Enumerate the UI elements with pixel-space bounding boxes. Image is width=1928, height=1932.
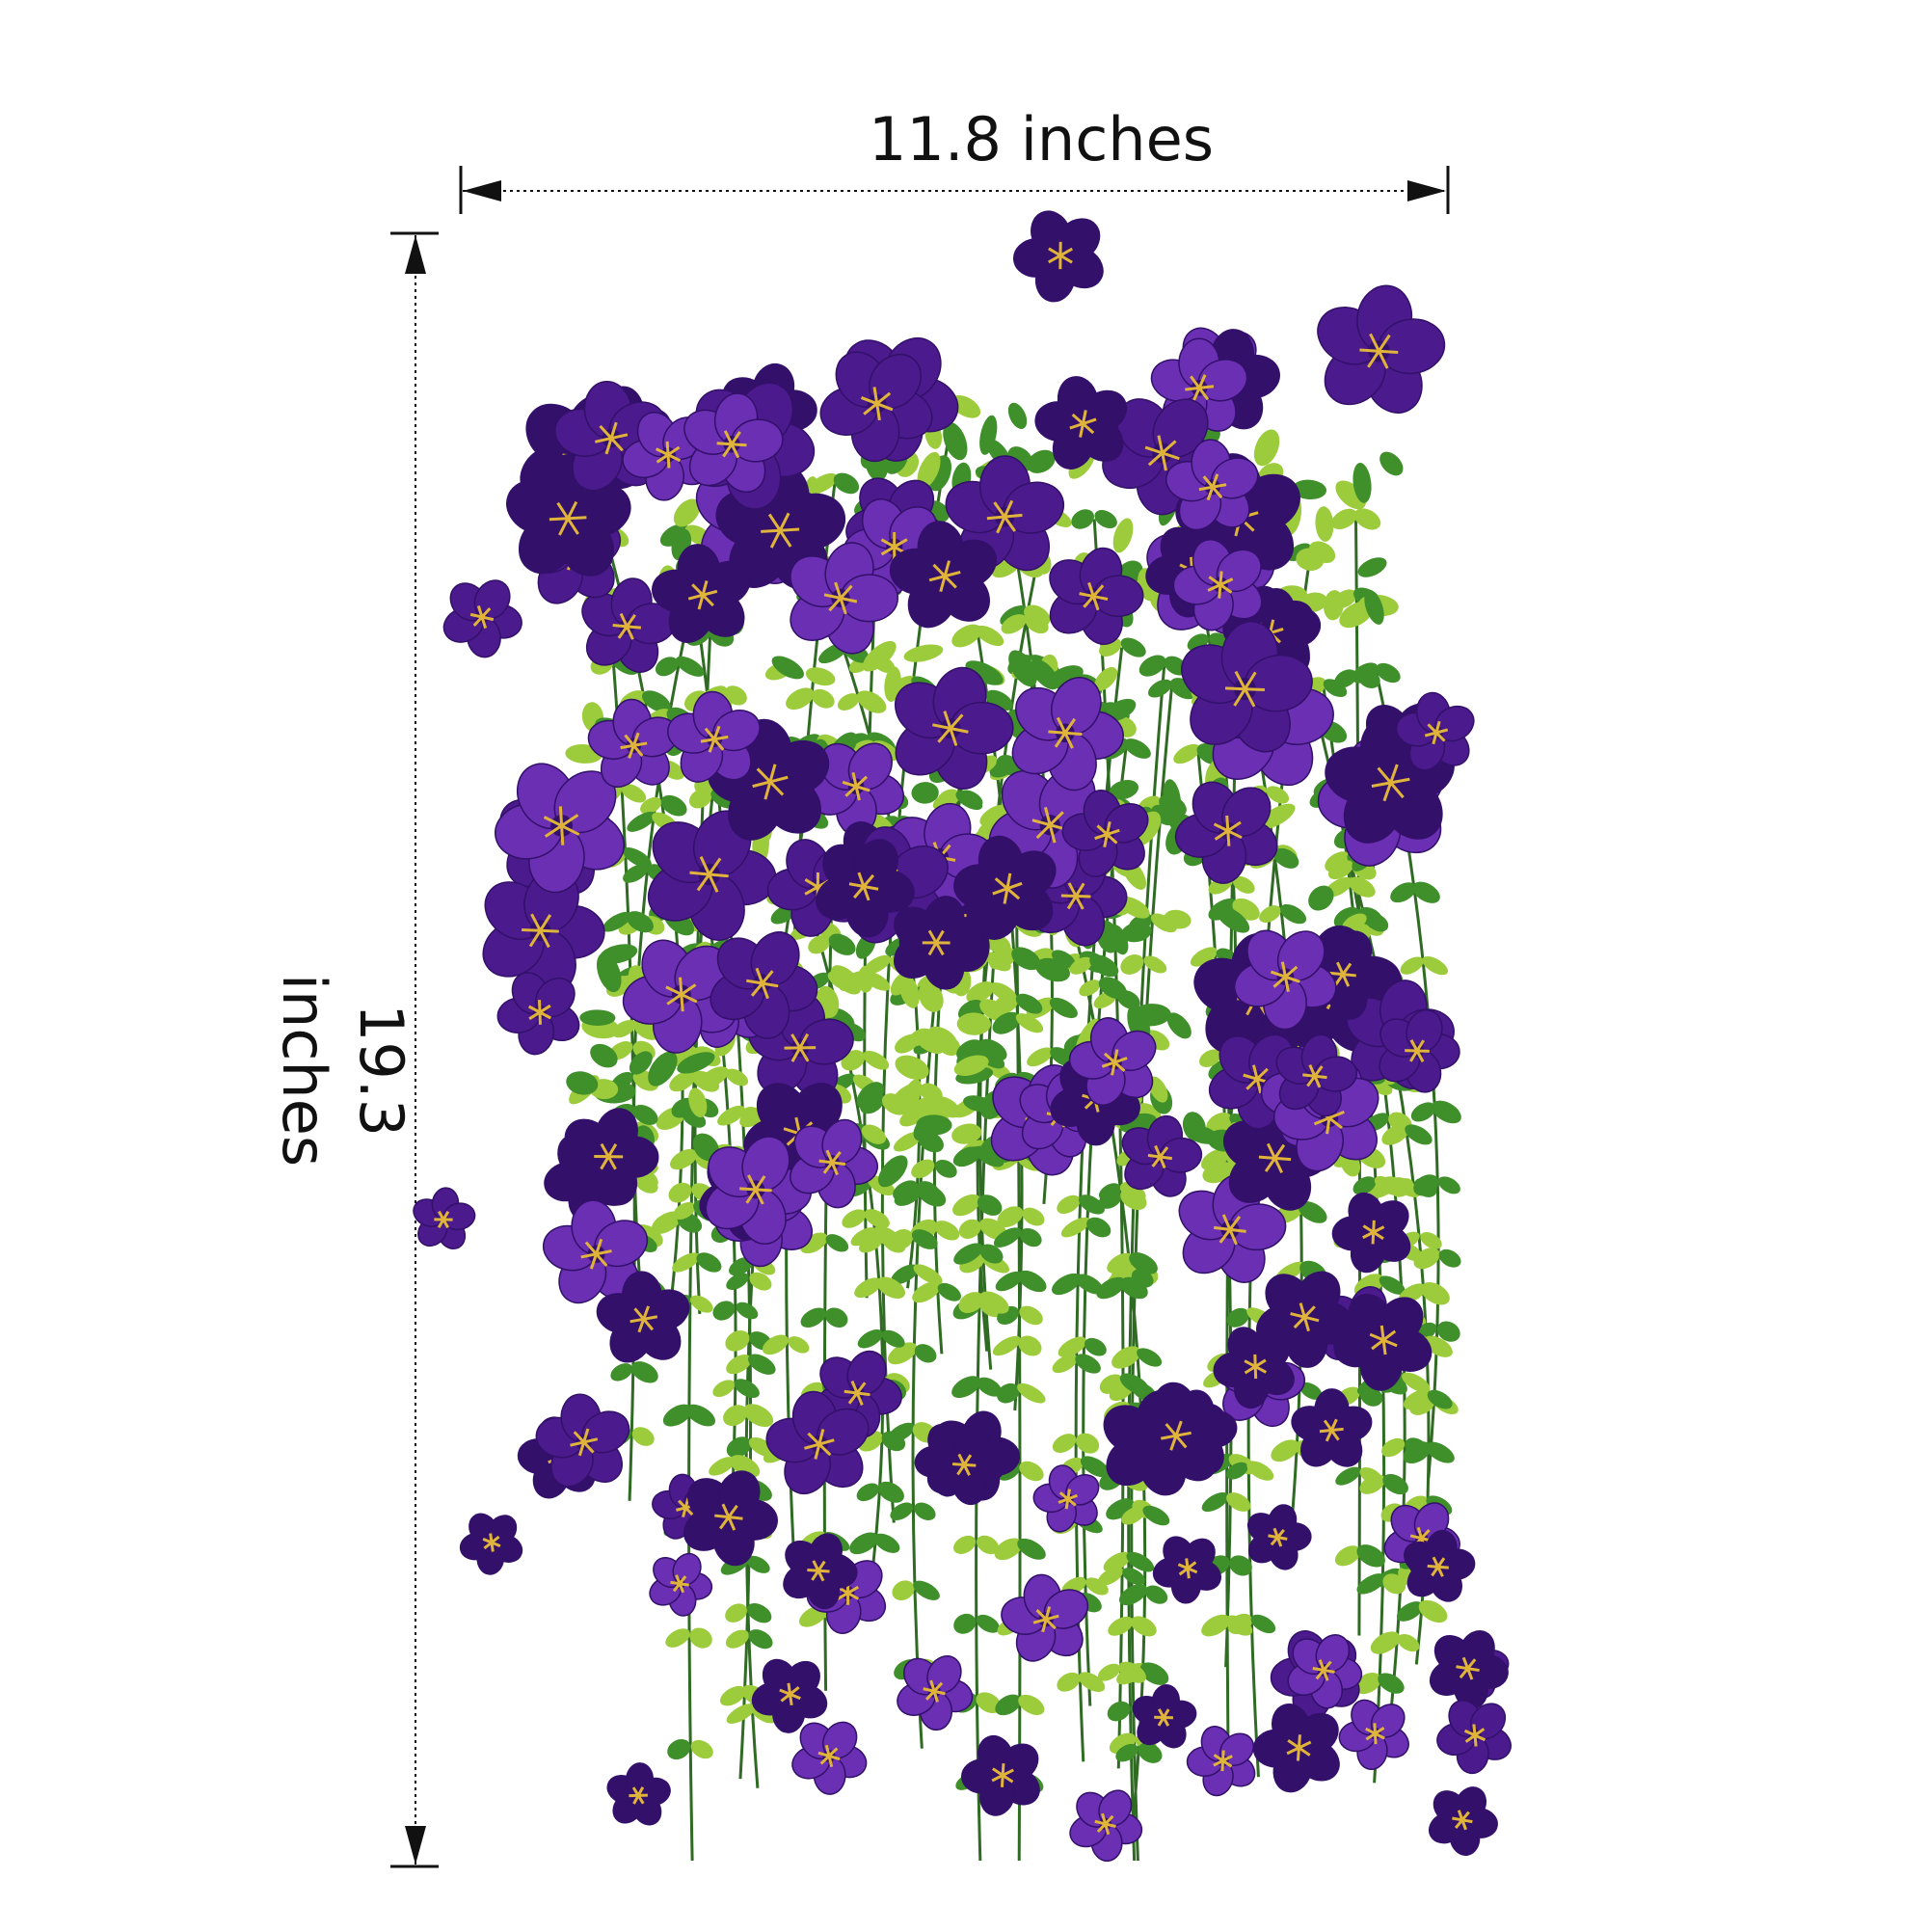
leaf xyxy=(710,1377,737,1401)
flower xyxy=(749,1653,832,1733)
leaf xyxy=(1375,447,1407,480)
leaf xyxy=(607,1359,635,1384)
leaf xyxy=(1004,400,1031,432)
leaf xyxy=(785,1333,812,1357)
leaf xyxy=(911,1499,939,1524)
leaf xyxy=(586,1039,623,1073)
flower xyxy=(458,1509,526,1575)
arrow-right-icon xyxy=(1407,180,1446,201)
leaf xyxy=(1314,506,1334,543)
leaf xyxy=(734,1299,762,1323)
flower xyxy=(1434,1695,1516,1776)
flower xyxy=(1332,1188,1417,1275)
leaf xyxy=(1019,1204,1048,1230)
leaf xyxy=(1435,1246,1464,1271)
flower xyxy=(788,1716,870,1795)
flower xyxy=(961,1731,1046,1820)
flower xyxy=(1308,282,1449,422)
flower xyxy=(1287,1389,1376,1474)
leaf xyxy=(951,1532,979,1558)
flower xyxy=(1253,1699,1347,1796)
leaf xyxy=(902,641,945,665)
height-label-wrap: 19.3 inches xyxy=(337,906,424,1234)
arrow-up-icon xyxy=(405,235,426,274)
leaf xyxy=(804,664,838,689)
flower xyxy=(439,574,525,658)
flower xyxy=(1187,1722,1261,1799)
leaf xyxy=(1435,1173,1463,1198)
leaf xyxy=(858,966,874,993)
height-label: 19.3 inches xyxy=(342,906,419,1234)
flower xyxy=(1424,1625,1510,1711)
leaf xyxy=(1249,426,1285,470)
flower xyxy=(1012,205,1111,306)
leaf xyxy=(1354,553,1389,581)
flower xyxy=(645,1549,713,1618)
flower xyxy=(1243,1502,1312,1573)
width-label: 11.8 inches xyxy=(463,104,1620,174)
arrow-left-icon xyxy=(463,180,501,201)
leaf xyxy=(1117,633,1149,660)
flower xyxy=(1424,1782,1499,1857)
flower xyxy=(1041,543,1143,650)
flower xyxy=(603,1762,673,1830)
leaf xyxy=(1068,505,1098,533)
flower xyxy=(1337,1695,1414,1772)
arrow-down-icon xyxy=(405,1826,426,1865)
